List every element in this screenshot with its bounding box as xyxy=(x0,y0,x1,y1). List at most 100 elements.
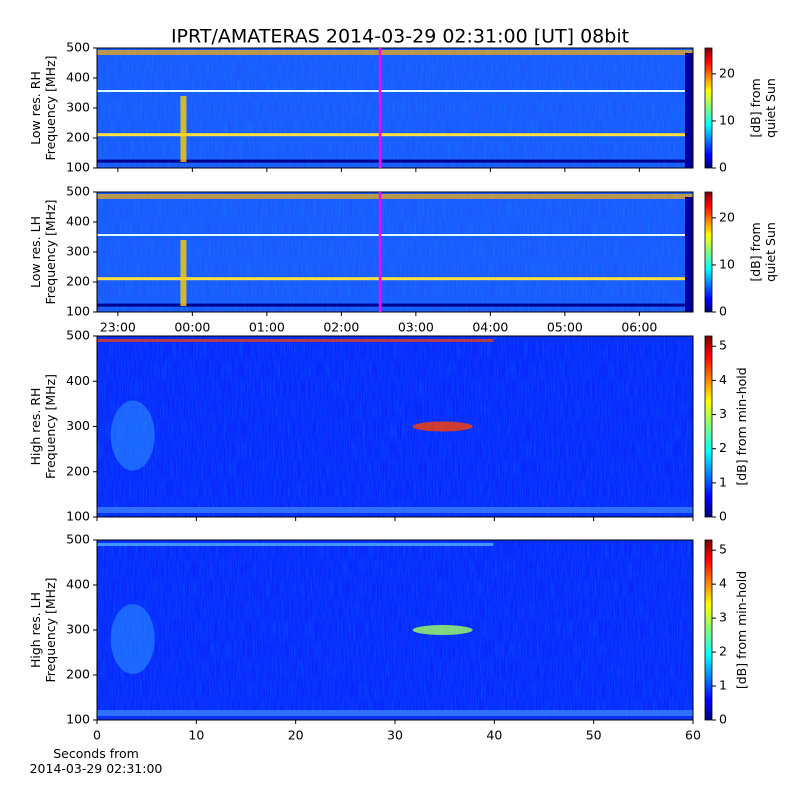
colorbar-label: [dB] from min-hold xyxy=(734,571,749,689)
y-tick-label: 300 xyxy=(66,418,90,433)
band xyxy=(97,710,693,716)
burst xyxy=(180,240,187,306)
colorbar-tick-label: 0 xyxy=(719,712,727,727)
colorbar-tick-label: 2 xyxy=(719,440,727,455)
band xyxy=(97,303,693,307)
colorbar-tick-label: 1 xyxy=(719,678,727,693)
colorbar-label: [dB] from min-hold xyxy=(734,367,749,485)
y-tick-label: 100 xyxy=(66,160,90,175)
y-axis-label: Low res. RHFrequency [MHz] xyxy=(27,55,57,160)
band xyxy=(97,159,693,163)
colorbar-tick-label: 20 xyxy=(719,65,735,80)
colorbar-label-line: [dB] from min-hold xyxy=(734,367,749,485)
y-tick-label: 200 xyxy=(66,130,90,145)
y-axis-label-line: Frequency [MHz] xyxy=(42,199,57,304)
colorbar xyxy=(704,335,713,518)
colorbar-label-line: quiet Sun xyxy=(762,78,777,138)
y-tick-label: 500 xyxy=(66,184,90,199)
y-tick-label: 200 xyxy=(66,667,90,682)
colorbar-tick-label: 20 xyxy=(719,209,735,224)
colorbar-tick-label: 5 xyxy=(719,338,727,353)
y-tick-label: 400 xyxy=(66,577,90,592)
x-tick-label: 0 xyxy=(93,728,101,743)
spectrogram-noise xyxy=(97,336,693,517)
y-tick-label: 100 xyxy=(66,712,90,727)
colorbar-label: [dB] fromquiet Sun xyxy=(747,222,777,282)
x-tick-label: 23:00 xyxy=(100,320,136,335)
spectrogram-noise xyxy=(97,540,693,720)
colorbar-tick-label: 3 xyxy=(719,406,727,421)
y-tick-label: 500 xyxy=(66,40,90,55)
x-tick-label: 40 xyxy=(486,728,502,743)
y-axis-label-line: Low res. LH xyxy=(27,216,42,288)
x-tick-label: 05:00 xyxy=(547,320,583,335)
burst xyxy=(180,96,187,162)
colorbar-label-line: quiet Sun xyxy=(762,222,777,282)
band xyxy=(97,543,494,546)
y-tick-label: 100 xyxy=(66,304,90,319)
colorbar-label-line: [dB] from xyxy=(747,78,762,137)
band xyxy=(97,234,693,236)
y-tick-label: 300 xyxy=(66,100,90,115)
y-axis-label-line: Low res. RH xyxy=(27,71,42,145)
band xyxy=(97,507,693,513)
spectrogram-noise xyxy=(97,192,693,312)
colorbar xyxy=(704,47,713,169)
edge xyxy=(685,53,693,168)
y-tick-label: 400 xyxy=(66,373,90,388)
band xyxy=(97,90,693,92)
band xyxy=(97,277,693,281)
y-axis-label: High res. LHFrequency [MHz] xyxy=(27,577,57,682)
y-tick-label: 200 xyxy=(66,274,90,289)
x-axis-label: Seconds from 2014-03-29 02:31:00 xyxy=(30,746,163,776)
spectrogram-noise xyxy=(97,48,693,168)
band xyxy=(97,133,693,137)
x-tick-label: 03:00 xyxy=(398,320,434,335)
x-tick-label: 00:00 xyxy=(174,320,210,335)
x-tick-label: 04:00 xyxy=(472,320,508,335)
y-tick-label: 500 xyxy=(66,532,90,547)
colorbar xyxy=(704,191,713,313)
x-axis-label-line: Seconds from xyxy=(53,746,139,761)
y-tick-label: 300 xyxy=(66,622,90,637)
x-tick-label: 50 xyxy=(586,728,602,743)
band xyxy=(97,194,693,199)
colorbar-tick-label: 3 xyxy=(719,610,727,625)
y-axis-label: High res. RHFrequency [MHz] xyxy=(27,374,57,479)
y-tick-label: 400 xyxy=(66,70,90,85)
burst xyxy=(110,400,155,471)
x-tick-label: 06:00 xyxy=(621,320,657,335)
x-tick-label: 30 xyxy=(387,728,403,743)
y-axis-label-line: Frequency [MHz] xyxy=(42,577,57,682)
colorbar-tick-label: 0 xyxy=(719,160,727,175)
x-tick-label: 20 xyxy=(288,728,304,743)
edge xyxy=(685,197,693,312)
y-axis-label-line: High res. RH xyxy=(27,388,42,466)
band xyxy=(97,339,494,342)
colorbar-label: [dB] fromquiet Sun xyxy=(747,78,777,138)
colorbar-tick-label: 2 xyxy=(719,644,727,659)
colorbar-tick-label: 4 xyxy=(719,372,727,387)
colorbar-tick-label: 5 xyxy=(719,542,727,557)
y-axis-label-line: Frequency [MHz] xyxy=(42,374,57,479)
y-axis-label-line: Frequency [MHz] xyxy=(42,55,57,160)
colorbar-tick-label: 10 xyxy=(719,112,735,127)
y-axis-label: Low res. LHFrequency [MHz] xyxy=(27,199,57,304)
y-tick-label: 200 xyxy=(66,463,90,478)
colorbar-tick-label: 10 xyxy=(719,256,735,271)
x-tick-label: 10 xyxy=(188,728,204,743)
figure-title: IPRT/AMATERAS 2014-03-29 02:31:00 [UT] 0… xyxy=(171,26,629,48)
x-tick-label: 60 xyxy=(685,728,701,743)
x-tick-label: 02:00 xyxy=(323,320,359,335)
y-tick-label: 400 xyxy=(66,214,90,229)
y-axis-label-line: High res. LH xyxy=(27,592,42,668)
y-tick-label: 500 xyxy=(66,328,90,343)
colorbar-tick-label: 0 xyxy=(719,509,727,524)
colorbar-tick-label: 1 xyxy=(719,474,727,489)
colorbar-label-line: [dB] from min-hold xyxy=(734,571,749,689)
colorbar-tick-label: 0 xyxy=(719,304,727,319)
burst xyxy=(110,604,155,674)
colorbar-label-line: [dB] from xyxy=(747,222,762,281)
band xyxy=(97,50,693,55)
